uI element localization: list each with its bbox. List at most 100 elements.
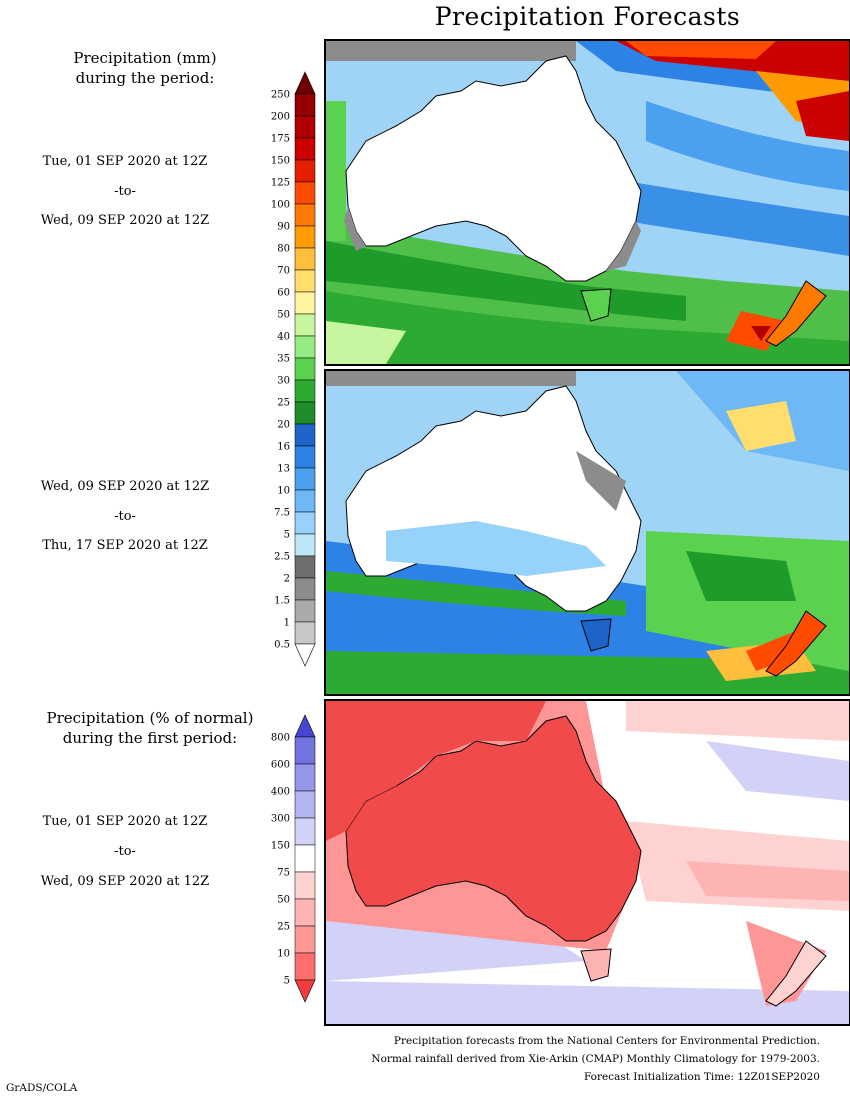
precip-colorbar-tick-label: 1.5 [274, 596, 290, 607]
precip-colorbar-tick-label: 175 [271, 134, 290, 145]
precip-colorbar-tick-label: 10 [277, 486, 290, 497]
precip-colorbar-swatch [294, 181, 316, 205]
map-panel-period2 [324, 369, 850, 696]
pct-colorbar-swatch [294, 790, 316, 819]
footer-notes: Precipitation forecasts from the Nationa… [260, 1032, 820, 1086]
precip-colorbar-tick-label: 7.5 [274, 508, 290, 519]
pct-colorbar-bottom-arrow [294, 979, 316, 1003]
precip-colorbar-bottom-arrow [294, 643, 316, 667]
precip-colorbar-tick-label: 2 [284, 574, 290, 585]
period2-to: -to- [114, 509, 136, 524]
pct-colorbar-swatch [294, 763, 316, 792]
pct-period-start: Tue, 01 SEP 2020 at 12Z [42, 814, 208, 829]
precip-colorbar-tick-label: 60 [277, 288, 290, 299]
precip-colorbar-swatch [294, 467, 316, 491]
pct-normal-map [326, 701, 849, 1024]
precip-colorbar-swatch [294, 159, 316, 183]
precip-colorbar-swatch [294, 357, 316, 381]
pct-colorbar-tick-label: 300 [271, 814, 290, 825]
page-title: Precipitation Forecasts [434, 2, 741, 31]
pct-colorbar-swatch [294, 898, 316, 927]
precip-colorbar-swatch [294, 379, 316, 403]
precip-colorbar-top-arrow [294, 71, 316, 95]
precip-heading-line1: Precipitation (mm) [73, 49, 217, 67]
precip-colorbar: 2502001751501251009080706050403530252016… [271, 71, 316, 667]
precip-map-period1 [326, 41, 849, 364]
precip-colorbar-swatch [294, 313, 316, 337]
precip-colorbar-swatch [294, 247, 316, 271]
footer-line3: Forecast Initialization Time: 12Z01SEP20… [583, 1071, 820, 1083]
pct-colorbar-tick-label: 800 [271, 733, 290, 744]
period1-start: Tue, 01 SEP 2020 at 12Z [42, 154, 208, 169]
pct-colorbar-swatch [294, 736, 316, 765]
pct-colorbar-swatch [294, 817, 316, 846]
pct-colorbar-swatch [294, 925, 316, 954]
pct-colorbar: 800 600 400 300 150 75 50 25 10 5 [271, 714, 316, 1003]
precip-colorbar-swatch [294, 225, 316, 249]
pct-heading-line2: during the first period: [62, 729, 238, 747]
pct-colorbar-tick-label: 10 [277, 949, 290, 960]
precip-colorbar-tick-label: 150 [271, 156, 290, 167]
pct-heading: Precipitation (% of normal) during the f… [25, 708, 275, 748]
pct-colorbar-top-arrow [294, 714, 316, 738]
precip-colorbar-swatch [294, 115, 316, 139]
precip-colorbar-swatch [294, 137, 316, 161]
footer-line1: Precipitation forecasts from the Nationa… [393, 1035, 820, 1047]
precip-colorbar-tick-label: 25 [277, 398, 290, 409]
precip-colorbar-swatch [294, 577, 316, 601]
precip-colorbar-tick-label: 16 [277, 442, 290, 453]
precip-colorbar-tick-label: 125 [271, 178, 290, 189]
pct-colorbar-tick-label: 25 [277, 922, 290, 933]
precip-colorbar-tick-label: 2.5 [274, 552, 290, 563]
pct-period-end: Wed, 09 SEP 2020 at 12Z [40, 874, 210, 889]
precip-colorbar-swatch [294, 401, 316, 425]
period2-end: Thu, 17 SEP 2020 at 12Z [42, 538, 208, 553]
map-panel-period1 [324, 39, 850, 366]
pct-colorbar-swatch [294, 871, 316, 900]
pct-colorbar-tick-label: 50 [277, 895, 290, 906]
pct-colorbar-tick-label: 5 [284, 976, 290, 987]
precip-colorbar-tick-label: 20 [277, 420, 290, 431]
precip-colorbar-tick-label: 80 [277, 244, 290, 255]
precip-colorbar-swatch [294, 599, 316, 623]
precip-colorbar-swatch [294, 93, 316, 117]
precip-colorbar-swatch [294, 269, 316, 293]
precip-colorbar-swatch [294, 291, 316, 315]
precip-colorbar-tick-label: 50 [277, 310, 290, 321]
precip-colorbar-tick-label: 35 [277, 354, 290, 365]
precip-colorbar-tick-label: 1 [284, 618, 290, 629]
precip-colorbar-tick-label: 0.5 [274, 640, 290, 651]
precip-colorbar-tick-label: 13 [277, 464, 290, 475]
precip-colorbar-swatch [294, 555, 316, 579]
precip-colorbar-swatch [294, 423, 316, 447]
precip-colorbar-swatch [294, 533, 316, 557]
footer-line2: Normal rainfall derived from Xie-Arkin (… [371, 1053, 820, 1065]
precip-colorbar-tick-label: 5 [284, 530, 290, 541]
precip-colorbar-swatch [294, 511, 316, 535]
pct-colorbar-tick-label: 600 [271, 760, 290, 771]
precip-heading: Precipitation (mm) during the period: [20, 48, 270, 88]
precip-colorbar-tick-label: 250 [271, 90, 290, 101]
period2-start: Wed, 09 SEP 2020 at 12Z [40, 479, 210, 494]
precip-colorbar-swatch [294, 335, 316, 359]
precip-colorbar-swatch [294, 445, 316, 469]
pct-colorbar-tick-label: 150 [271, 841, 290, 852]
pct-colorbar-tick-label: 400 [271, 787, 290, 798]
pct-colorbar-tick-label: 75 [277, 868, 290, 879]
pct-colorbar-swatch [294, 952, 316, 981]
precip-map-period2 [326, 371, 849, 694]
precip-colorbar-swatch [294, 489, 316, 513]
precip-colorbar-swatch [294, 203, 316, 227]
precip-colorbar-tick-label: 40 [277, 332, 290, 343]
precip-colorbar-tick-label: 70 [277, 266, 290, 277]
precip-colorbar-tick-label: 30 [277, 376, 290, 387]
precip-colorbar-tick-label: 90 [277, 222, 290, 233]
map-panel-percent-normal [324, 699, 850, 1026]
grads-credit: GrADS/COLA [6, 1082, 78, 1094]
precip-colorbar-swatch [294, 621, 316, 645]
period1-to: -to- [114, 184, 136, 199]
precip-colorbar-tick-label: 100 [271, 200, 290, 211]
period1-end: Wed, 09 SEP 2020 at 12Z [40, 213, 210, 228]
precip-colorbar-tick-label: 200 [271, 112, 290, 123]
pct-heading-line1: Precipitation (% of normal) [46, 709, 254, 727]
